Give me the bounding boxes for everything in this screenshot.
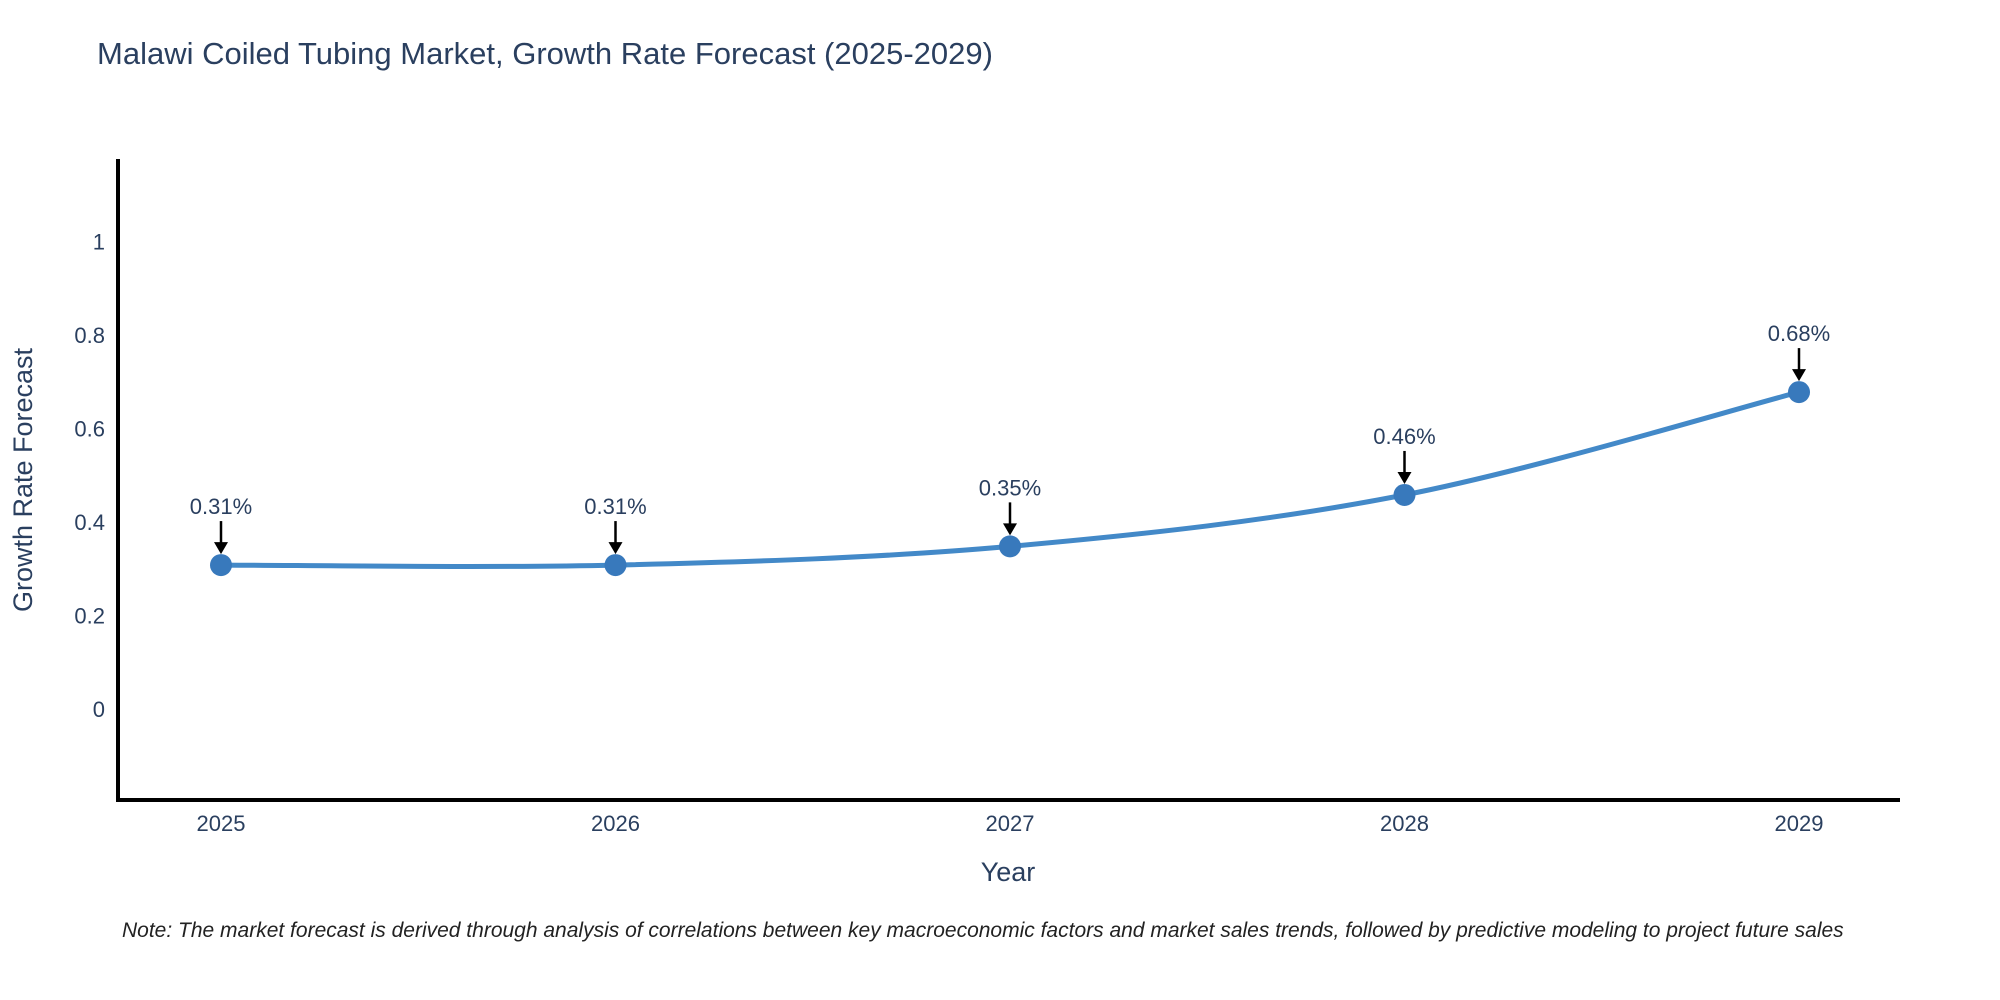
y-axis-title: Growth Rate Forecast bbox=[8, 347, 38, 612]
x-tick-label: 2029 bbox=[1775, 811, 1824, 836]
x-axis-tick-labels: 2025 2026 2027 2028 2029 bbox=[197, 811, 1824, 836]
footnote-text: Note: The market forecast is derived thr… bbox=[122, 919, 1844, 942]
x-tick-label: 2025 bbox=[197, 811, 246, 836]
annotation-arrowhead-icon bbox=[214, 542, 228, 555]
x-tick-label: 2028 bbox=[1380, 811, 1429, 836]
x-axis-title: Year bbox=[981, 857, 1036, 887]
data-point-value-label: 0.31% bbox=[190, 494, 252, 519]
y-tick-label: 0 bbox=[93, 697, 105, 722]
x-tick-label: 2026 bbox=[591, 811, 640, 836]
y-tick-label: 0.6 bbox=[74, 417, 105, 442]
data-point-value-label: 0.68% bbox=[1768, 321, 1830, 346]
data-point-marker[interactable] bbox=[604, 554, 627, 577]
data-point-annotations: 0.31% 0.31% 0.35% 0.46% 0.68% bbox=[190, 321, 1830, 555]
y-tick-label: 1 bbox=[93, 230, 105, 255]
y-tick-label: 0.4 bbox=[74, 510, 105, 535]
annotation-arrowhead-icon bbox=[1792, 369, 1806, 382]
data-point-marker[interactable] bbox=[210, 554, 232, 577]
chart-title: Malawi Coiled Tubing Market, Growth Rate… bbox=[97, 36, 993, 71]
data-point-marker[interactable] bbox=[999, 535, 1021, 558]
y-axis-tick-labels: 0 0.2 0.4 0.6 0.8 1 bbox=[74, 230, 105, 723]
data-point-value-label: 0.46% bbox=[1373, 424, 1435, 449]
annotation-arrowhead-icon bbox=[1397, 471, 1412, 484]
data-point-markers bbox=[210, 381, 1810, 577]
y-tick-label: 0.8 bbox=[74, 323, 105, 348]
y-tick-label: 0.2 bbox=[74, 604, 105, 629]
annotation-arrowhead-icon bbox=[1003, 523, 1017, 536]
data-point-value-label: 0.31% bbox=[584, 494, 646, 519]
data-point-marker[interactable] bbox=[1393, 483, 1416, 506]
annotation-arrowhead-icon bbox=[608, 542, 623, 555]
x-tick-label: 2027 bbox=[986, 811, 1035, 836]
data-point-value-label: 0.35% bbox=[979, 475, 1041, 500]
data-point-marker[interactable] bbox=[1788, 381, 1810, 404]
